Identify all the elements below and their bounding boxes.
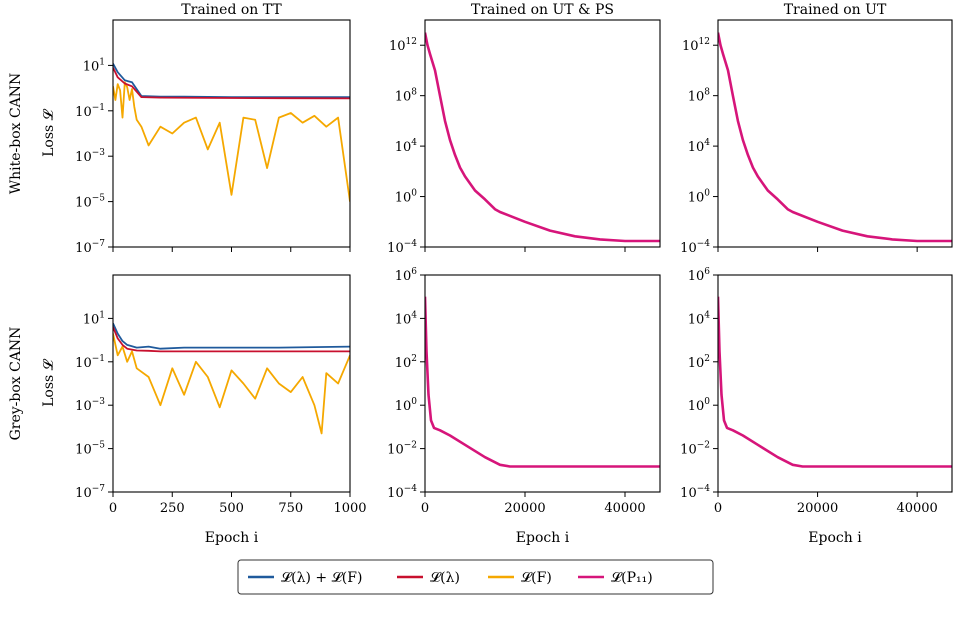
panel-gb_utps: 0 20000 40000 106 104 102 100 10−2 10−4 bbox=[387, 267, 661, 516]
series-line-P11 bbox=[425, 32, 660, 243]
axes-frame bbox=[112, 274, 351, 493]
column-title: Trained on UT bbox=[784, 2, 887, 18]
y-tick-label: 104 bbox=[395, 138, 418, 155]
y-tick-label: 100 bbox=[688, 189, 711, 206]
y-tick-label: 108 bbox=[688, 88, 711, 105]
y-tick-label: 10−4 bbox=[680, 239, 710, 256]
y-tick-label: 101 bbox=[83, 310, 105, 327]
axes-frame bbox=[424, 19, 661, 248]
panel-gb_tt: 0 250 500 750 1000 101 10−1 10−3 10−5 10−7 bbox=[75, 274, 367, 516]
series-line-F bbox=[113, 333, 350, 435]
axes-frame bbox=[424, 274, 661, 493]
y-tick-label: 10−4 bbox=[387, 484, 417, 501]
y-tick-label: 101 bbox=[83, 57, 105, 74]
y-tick-label: 10−4 bbox=[387, 239, 417, 256]
x-tick-label: 0 bbox=[421, 501, 429, 516]
series-line-P11 bbox=[718, 32, 952, 243]
y-tick-label: 108 bbox=[395, 88, 418, 105]
y-tick-label: 106 bbox=[688, 267, 711, 284]
y-tick-label: 10−1 bbox=[75, 103, 105, 120]
column-title: Trained on UT & PS bbox=[471, 2, 614, 18]
row-label: Grey-box CANN bbox=[8, 327, 24, 441]
panel-wb_utps: 1012 108 104 100 10−4 bbox=[387, 19, 661, 256]
axes-frame bbox=[717, 274, 953, 493]
x-tick-label: 40000 bbox=[604, 501, 645, 516]
x-tick-label: 750 bbox=[278, 501, 303, 516]
y-tick-label: 10−3 bbox=[75, 148, 105, 165]
series-line-total bbox=[113, 63, 350, 98]
y-tick-label: 102 bbox=[688, 354, 710, 371]
legend-label-lambda: 𝓛(λ) bbox=[430, 570, 460, 586]
x-tick-label: 250 bbox=[160, 501, 185, 516]
series-line-P11 bbox=[718, 296, 952, 468]
y-tick-label: 1012 bbox=[389, 37, 417, 54]
legend-label-F: 𝓛(F) bbox=[521, 570, 552, 586]
legend-label-P11: 𝓛(P₁₁) bbox=[611, 570, 653, 586]
y-tick-label: 10−7 bbox=[75, 484, 105, 501]
y-tick-label: 100 bbox=[688, 397, 711, 414]
y-axis-label: Loss 𝓛 bbox=[41, 108, 57, 157]
axes-frame bbox=[717, 19, 953, 248]
x-tick-label: 0 bbox=[109, 501, 117, 516]
y-tick-label: 104 bbox=[395, 310, 418, 327]
panel-wb_ut: 1012 108 104 100 10−4 bbox=[680, 19, 953, 256]
y-tick-label: 100 bbox=[395, 189, 418, 206]
y-tick-label: 10−2 bbox=[680, 441, 710, 458]
y-tick-label: 106 bbox=[395, 267, 418, 284]
x-tick-label: 20000 bbox=[797, 501, 838, 516]
series-line-F bbox=[113, 81, 350, 202]
x-axis-label: Epoch i bbox=[808, 530, 862, 546]
x-tick-label: 500 bbox=[219, 501, 244, 516]
x-tick-label: 40000 bbox=[896, 501, 937, 516]
y-tick-label: 10−3 bbox=[75, 397, 105, 414]
y-tick-label: 10−2 bbox=[387, 441, 417, 458]
y-tick-label: 10−4 bbox=[680, 484, 710, 501]
y-tick-label: 104 bbox=[688, 138, 711, 155]
column-title: Trained on TT bbox=[181, 2, 282, 18]
y-tick-label: 10−5 bbox=[75, 441, 105, 458]
y-tick-label: 104 bbox=[688, 310, 711, 327]
y-tick-label: 100 bbox=[395, 397, 418, 414]
y-tick-label: 10−1 bbox=[75, 354, 105, 371]
panel-gb_ut: 0 20000 40000 106 104 102 100 10−2 10−4 bbox=[680, 267, 953, 516]
row-label: White-box CANN bbox=[8, 73, 24, 195]
legend: 𝓛(λ) + 𝓛(F) 𝓛(λ) 𝓛(F) 𝓛(P₁₁) bbox=[237, 559, 714, 595]
y-tick-label: 102 bbox=[395, 354, 417, 371]
y-tick-label: 10−5 bbox=[75, 194, 105, 211]
axes-frame bbox=[112, 19, 351, 248]
series-line-P11 bbox=[425, 296, 660, 468]
x-axis-label: Epoch i bbox=[516, 530, 570, 546]
x-tick-label: 1000 bbox=[333, 501, 366, 516]
x-axis-label: Epoch i bbox=[205, 530, 259, 546]
series-line-total bbox=[113, 322, 350, 350]
x-tick-label: 20000 bbox=[504, 501, 545, 516]
legend-label-total: 𝓛(λ) + 𝓛(F) bbox=[281, 570, 362, 586]
y-axis-label: Loss 𝓛 bbox=[41, 358, 57, 407]
y-tick-label: 1012 bbox=[682, 37, 710, 54]
series-line-lambda bbox=[113, 67, 350, 100]
series-line-lambda bbox=[113, 326, 350, 353]
y-tick-label: 10−7 bbox=[75, 239, 105, 256]
x-tick-label: 0 bbox=[714, 501, 722, 516]
panel-wb_tt: 101 10−1 10−3 10−5 10−7 bbox=[75, 19, 351, 256]
